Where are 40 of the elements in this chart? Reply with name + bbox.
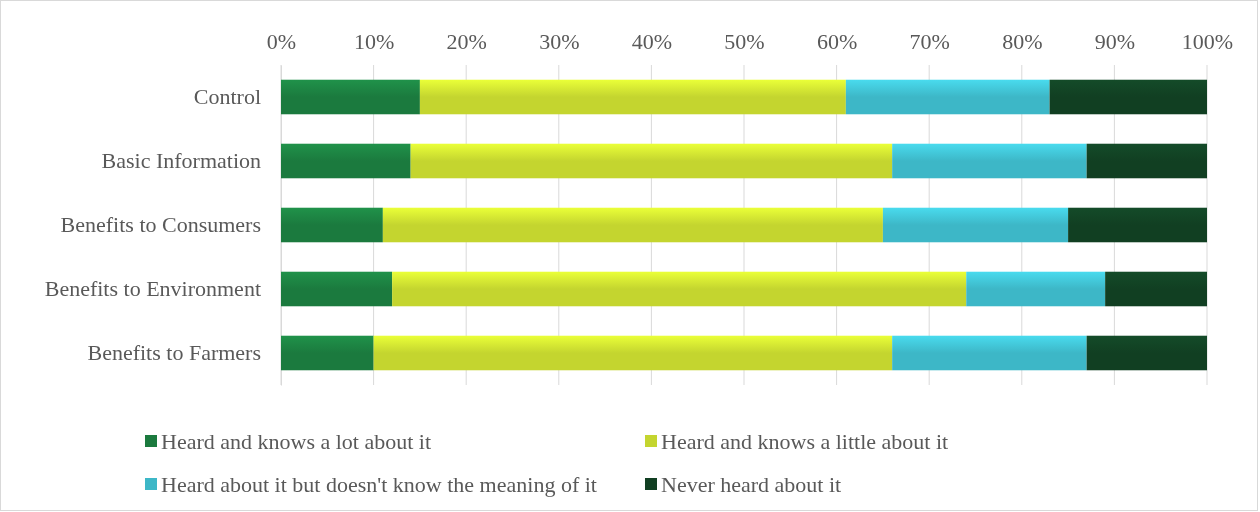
bar — [281, 79, 420, 115]
x-tick-label: 50% — [724, 29, 765, 54]
bar — [892, 143, 1087, 179]
y-tick-label: Basic Information — [101, 148, 261, 174]
bar — [281, 335, 374, 371]
x-tick-label: 0% — [266, 29, 297, 54]
bar — [373, 335, 893, 371]
x-tick-label: 30% — [539, 29, 580, 54]
y-tick-label: Control — [193, 84, 261, 110]
bar — [1105, 271, 1207, 307]
legend-label: Heard about it but doesn't know the meaning of it — [161, 471, 597, 497]
y-tick-label: Benefits to Farmers — [87, 340, 261, 366]
bar — [966, 271, 1106, 307]
x-tick-label: 70% — [909, 29, 950, 54]
bar — [281, 271, 393, 307]
legend-label: Heard and knows a lot about it — [161, 428, 432, 454]
y-tick-label: Benefits to Environment — [44, 276, 261, 302]
bar — [1049, 79, 1207, 115]
bar — [845, 79, 1050, 115]
bar — [281, 143, 411, 179]
bar — [1086, 335, 1207, 371]
legend-label: Never heard about it — [661, 471, 842, 497]
x-tick-label: 100% — [1181, 29, 1234, 54]
x-tick-label: 10% — [353, 29, 395, 54]
bar — [410, 143, 893, 179]
y-tick-label: Benefits to Consumers — [60, 212, 261, 238]
x-tick-label: 40% — [631, 29, 673, 54]
bar — [382, 207, 883, 243]
x-tick-label: 90% — [1094, 29, 1136, 54]
bar — [892, 335, 1087, 371]
bar — [392, 271, 967, 307]
bar — [281, 207, 383, 243]
legend-label: Heard and knows a little about it — [661, 428, 949, 454]
bar — [1086, 143, 1207, 179]
x-tick-label: 60% — [816, 29, 858, 54]
bar — [1068, 207, 1207, 243]
x-tick-label: 20% — [446, 29, 487, 54]
x-tick-label: 80% — [1002, 29, 1043, 54]
bar — [882, 207, 1069, 243]
bar — [419, 79, 846, 115]
